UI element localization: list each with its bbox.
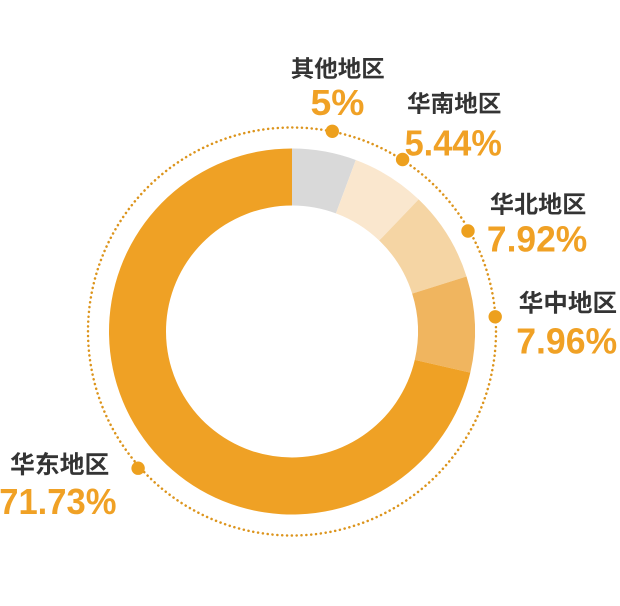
svg-text:7.92%: 7.92% — [487, 219, 587, 260]
svg-text:7.96%: 7.96% — [516, 320, 617, 361]
svg-text:71.73%: 71.73% — [0, 481, 116, 522]
svg-text:5%: 5% — [311, 82, 365, 123]
svg-text:5.44%: 5.44% — [405, 122, 502, 163]
